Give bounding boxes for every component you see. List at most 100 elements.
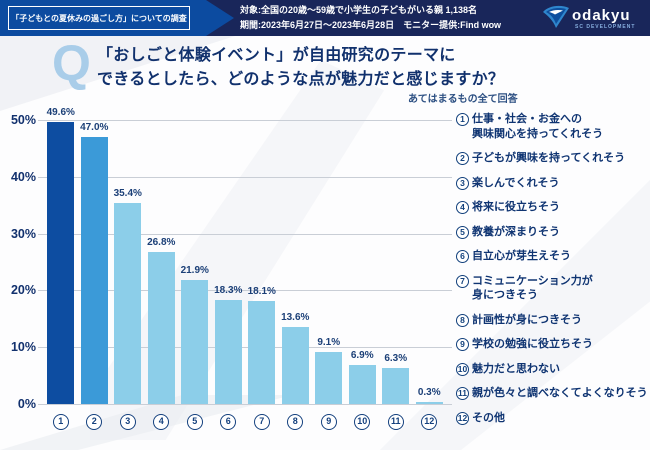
odakyu-logo: odakyu SC DEVELOPMENT	[542, 3, 642, 33]
value-label-12: 0.3%	[417, 387, 441, 399]
value-label-1: 49.6%	[46, 107, 75, 119]
legend-number-icon: 6	[456, 250, 469, 264]
value-label-11: 6.3%	[384, 353, 408, 365]
legend-label: 魅力だと思わない	[472, 362, 560, 375]
legend-item-10: 10 魅力だと思わない	[456, 362, 648, 377]
bar-1	[47, 122, 75, 404]
gridline-40%	[38, 176, 452, 178]
legend-label: 楽しんでくれそう	[472, 176, 560, 189]
bar-12	[415, 402, 443, 404]
bar-8	[281, 326, 309, 404]
x-axis-category-3: 3	[119, 414, 136, 430]
survey-title-box: 「子どもとの夏休みの過ごし方」についての調査	[8, 6, 190, 30]
gridline-30%	[38, 233, 452, 235]
legend-label: 学校の勉強に役立ちそう	[472, 338, 593, 351]
gridline-50%	[38, 120, 452, 121]
legend-item-6: 6 自立心が芽生えそう	[456, 249, 648, 264]
bar-9	[315, 352, 343, 404]
chart-legend: 1 仕事・社会・お金への 興味関心を持ってくれそう 2 子どもが興味を持ってくれそう 3…	[456, 112, 648, 425]
y-axis-tick-label: 20%	[10, 283, 36, 298]
survey-title-banner: 「子どもとの夏休みの過ごし方」についての調査	[0, 0, 234, 36]
y-axis-tick-label: 50%	[10, 113, 36, 127]
header-bar: 「子どもとの夏休みの過ごし方」についての調査 対象:全国の20歳〜59歳で小学生…	[0, 0, 650, 36]
legend-item-4: 4 将来に役立ちそう	[456, 200, 648, 215]
bar-7	[248, 301, 276, 404]
value-label-9: 9.1%	[317, 337, 341, 349]
bar-3	[114, 202, 142, 404]
legend-label: 自立心が芽生えそう	[472, 250, 571, 263]
legend-number-icon: 7	[456, 274, 469, 288]
y-axis-tick-label: 0%	[17, 397, 36, 411]
legend-item-1: 1 仕事・社会・お金への 興味関心を持ってくれそう	[456, 112, 648, 141]
legend-number-icon: 2	[456, 152, 469, 166]
y-axis-tick-label: 30%	[10, 226, 36, 241]
legend-item-7: 7 コミュニケーション力が 身につきそう	[456, 274, 648, 303]
x-axis-category-7: 7	[253, 414, 270, 430]
survey-period: 期間:2023年6月27日〜2023年6月28日 モニター提供:Find wow	[240, 20, 502, 30]
legend-item-2: 2 子どもが興味を持ってくれそう	[456, 151, 648, 166]
question-q-mark: Q	[52, 35, 91, 91]
odakyu-logo-icon	[543, 5, 569, 28]
gridline-10%	[38, 347, 452, 349]
x-axis-category-4: 4	[153, 414, 170, 430]
legend-label: 子どもが興味を持ってくれそう	[472, 152, 626, 165]
legend-number-icon: 12	[456, 411, 469, 425]
y-axis-tick-label: 40%	[10, 169, 36, 184]
value-label-6: 18.3%	[214, 285, 243, 297]
value-label-8: 13.6%	[281, 311, 310, 323]
legend-number-icon: 5	[456, 225, 469, 239]
bar-10	[348, 364, 376, 404]
legend-item-12: 12 その他	[456, 411, 648, 426]
legend-number-icon: 9	[456, 338, 469, 352]
value-label-7: 18.1%	[247, 286, 276, 298]
legend-item-3: 3 楽しんでくれそう	[456, 176, 648, 191]
legend-number-icon: 11	[456, 387, 469, 401]
bar-2	[80, 137, 108, 404]
legend-number-icon: 1	[456, 113, 469, 126]
legend-label: 将来に役立ちそう	[472, 201, 560, 214]
question-title: 「おしごと体験イベント」が自由研究のテーマに できるとしたら、どのような点が魅力…	[97, 44, 537, 92]
legend-label: 計画性が身につきそう	[472, 313, 582, 326]
bar-4	[147, 251, 175, 404]
odakyu-logo-text: odakyu	[572, 7, 631, 24]
legend-label: 親が色々と調べなくてよくなりそう	[472, 387, 648, 400]
x-axis-category-6: 6	[220, 414, 237, 430]
survey-title: 「子どもとの夏休みの過ごし方」についての調査	[11, 13, 187, 23]
bar-chart: 0% 10% 20% 30% 40% 50% 49.6% 1 47.0% 2 35.4% 3 26.8%…	[8, 104, 452, 450]
value-label-3: 35.4%	[113, 187, 142, 199]
x-axis-category-2: 2	[86, 414, 103, 430]
legend-label: その他	[472, 411, 505, 424]
value-label-5: 21.9%	[180, 264, 209, 276]
bar-11	[382, 368, 410, 404]
bar-5	[181, 279, 209, 404]
legend-item-5: 5 教養が深まりそう	[456, 225, 648, 240]
value-label-4: 26.8%	[147, 236, 176, 248]
legend-number-icon: 10	[456, 362, 469, 376]
bar-6	[214, 300, 242, 404]
legend-item-9: 9 学校の勉強に役立ちそう	[456, 337, 648, 352]
x-axis-category-1: 1	[52, 414, 69, 430]
odakyu-logo-subtext: SC DEVELOPMENT	[575, 24, 636, 30]
legend-number-icon: 4	[456, 201, 469, 215]
gridline-20%	[38, 290, 452, 292]
x-axis-category-8: 8	[287, 414, 304, 430]
y-axis-tick-label: 10%	[10, 340, 36, 355]
x-axis-category-10: 10	[354, 414, 371, 430]
x-axis-category-5: 5	[186, 414, 203, 430]
legend-item-11: 11 親が色々と調べなくてよくなりそう	[456, 386, 648, 401]
legend-label: 仕事・社会・お金への 興味関心を持ってくれそう	[472, 113, 604, 140]
question-line1: 「おしごと体験イベント」が自由研究のテーマに	[97, 47, 456, 64]
legend-number-icon: 8	[456, 313, 469, 327]
x-axis-category-11: 11	[387, 414, 404, 430]
legend-label: 教養が深まりそう	[472, 225, 560, 238]
legend-item-8: 8 計画性が身につきそう	[456, 313, 648, 328]
legend-number-icon: 3	[456, 176, 469, 190]
question-note: あてはまるもの全て回答	[408, 94, 518, 105]
survey-stats: 対象:全国の20歳〜59歳で小学生の子どもがいる親 1,138名 期間:2023…	[240, 3, 550, 33]
survey-target: 対象:全国の20歳〜59歳で小学生の子どもがいる親 1,138名	[240, 5, 478, 15]
x-axis-category-9: 9	[320, 414, 337, 430]
gridline-0%	[38, 404, 452, 405]
value-label-2: 47.0%	[80, 122, 109, 134]
value-label-10: 6.9%	[350, 349, 374, 361]
x-axis-category-12: 12	[421, 414, 438, 430]
